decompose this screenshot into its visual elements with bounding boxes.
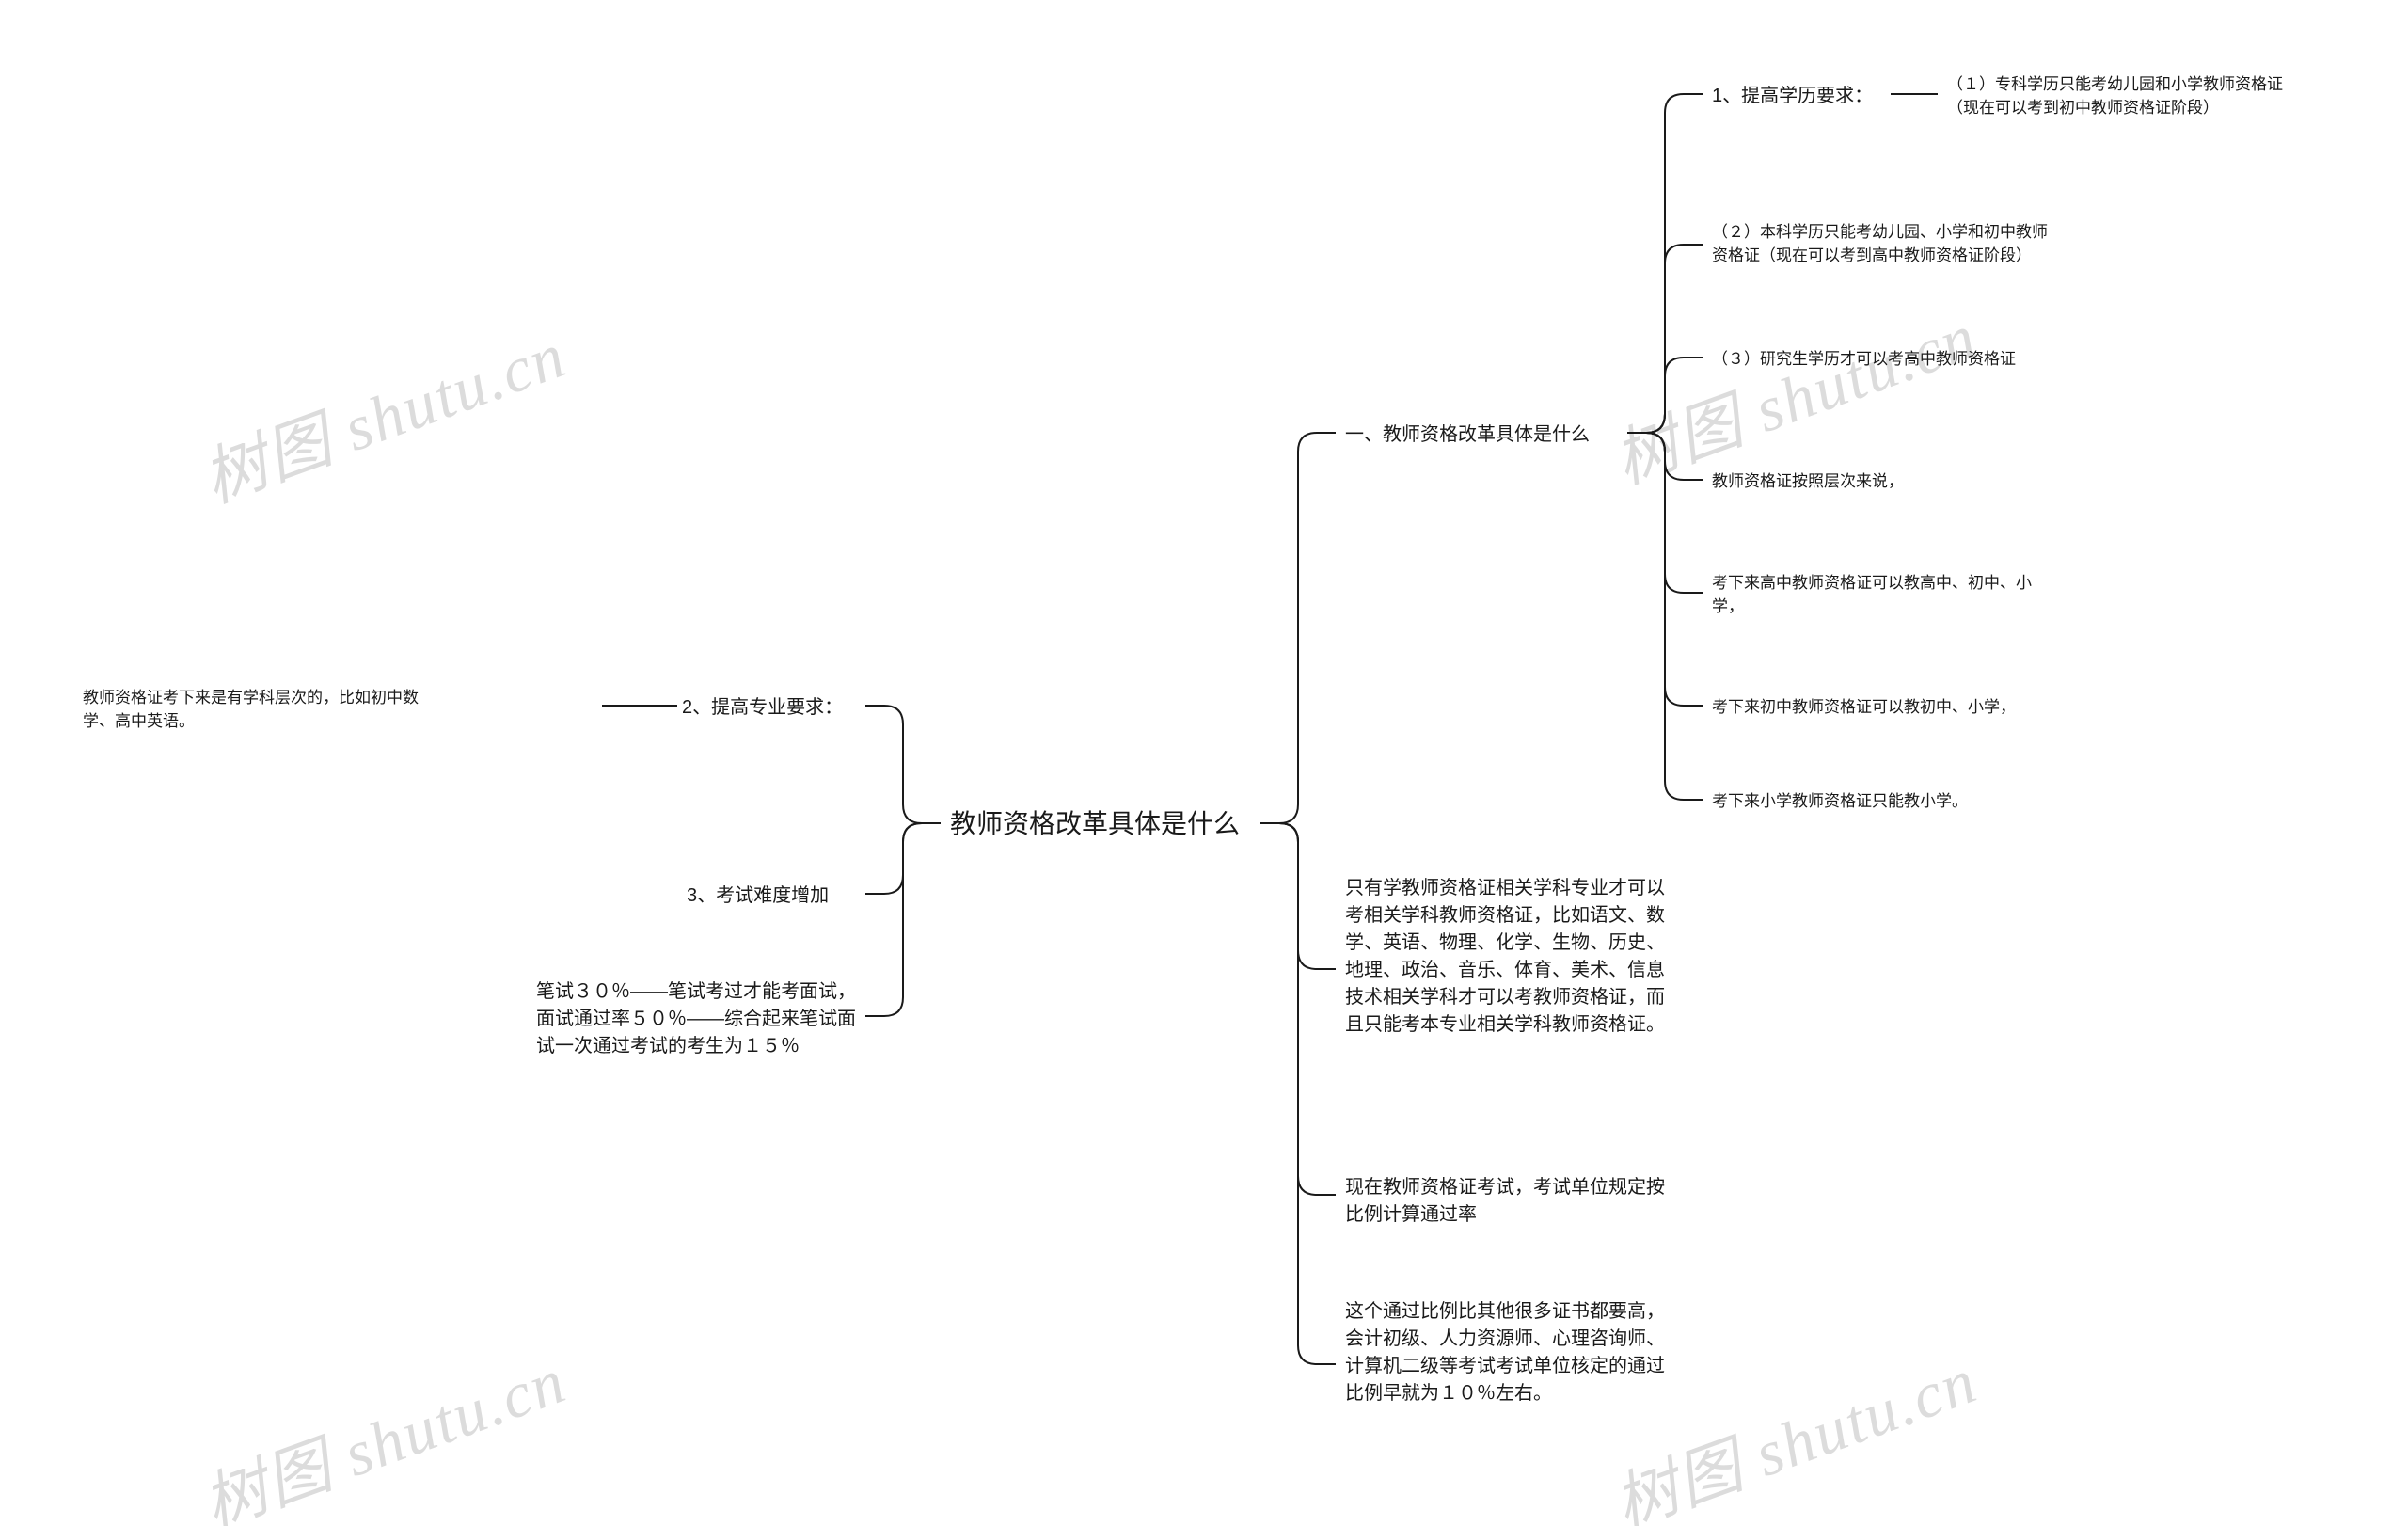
leaf-r4: 这个通过比例比其他很多证书都要高，会计初级、人力资源师、心理咨询师、计算机二级等…	[1345, 1298, 1665, 1407]
leaf-r2: 只有学教师资格证相关学科专业才可以考相关学科教师资格证，比如语文、数学、英语、物…	[1345, 875, 1665, 1039]
branch-2-req-speciality: 2、提高专业要求：	[682, 694, 843, 722]
leaf-3-desc: 笔试３０％——笔试考过才能考面试，面试通过率５０％——综合起来笔试面试一次通过考…	[536, 978, 856, 1060]
leaf-r1d: 教师资格证按照层次来说，	[1712, 470, 2051, 494]
leaf-2-desc: 教师资格证考下来是有学科层次的，比如初中数学、高中英语。	[83, 687, 421, 733]
branch-3-difficulty: 3、考试难度增加	[687, 882, 829, 910]
watermark: 树图 shutu.cn	[1599, 284, 1988, 501]
leaf-r1f: 考下来初中教师资格证可以教初中、小学，	[1712, 696, 2051, 720]
watermark: 树图 shutu.cn	[188, 1328, 577, 1526]
branch-r1a-edu-req: 1、提高学历要求：	[1712, 83, 1873, 110]
leaf-r3: 现在教师资格证考试，考试单位规定按比例计算通过率	[1345, 1174, 1665, 1229]
leaf-r1b: （２）本科学历只能考幼儿园、小学和初中教师资格证（现在可以考到高中教师资格证阶段…	[1712, 221, 2051, 267]
leaf-r1g: 考下来小学教师资格证只能教小学。	[1712, 790, 2051, 814]
branch-r1-overview: 一、教师资格改革具体是什么	[1345, 421, 1590, 449]
leaf-r1c: （３）研究生学历才可以考高中教师资格证	[1712, 348, 2051, 372]
mindmap-stage: 树图 shutu.cn 树图 shutu.cn 树图 shutu.cn 树图 s…	[0, 0, 2408, 1526]
watermark: 树图 shutu.cn	[188, 303, 577, 520]
leaf-r1e: 考下来高中教师资格证可以教高中、初中、小学，	[1712, 572, 2051, 618]
root-node: 教师资格改革具体是什么	[950, 805, 1240, 844]
leaf-r1a-desc: （１）专科学历只能考幼儿园和小学教师资格证（现在可以考到初中教师资格证阶段）	[1947, 73, 2286, 119]
